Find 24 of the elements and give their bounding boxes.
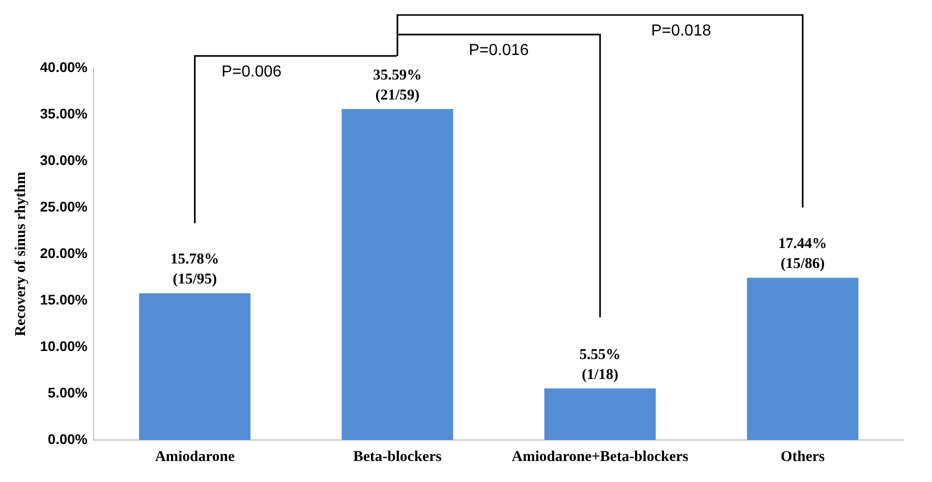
x-tick-label: Beta-blockers bbox=[353, 448, 442, 465]
y-tick-label: 35.00% bbox=[40, 105, 88, 122]
y-tick-label: 15.00% bbox=[40, 291, 88, 308]
data-label: 5.55% (1/18) bbox=[579, 346, 621, 383]
x-tick-label: Amiodarone+Beta-blockers bbox=[512, 448, 689, 465]
y-tick-label: 0.00% bbox=[48, 430, 88, 447]
y-tick-label: 10.00% bbox=[40, 338, 88, 354]
y-tick-label: 40.00% bbox=[40, 58, 88, 75]
bar bbox=[746, 278, 858, 440]
y-tick-label: 5.00% bbox=[48, 384, 88, 400]
data-label: 15.78% (15/95) bbox=[170, 252, 220, 288]
data-label: 35.59% (21/59) bbox=[373, 67, 422, 104]
text: P=0.018 bbox=[651, 22, 712, 40]
x-tick-label: Others bbox=[780, 448, 825, 465]
bar bbox=[544, 388, 656, 440]
text: P=0.016 bbox=[468, 42, 529, 59]
y-axis-title: Recovery of sinus rhythm bbox=[12, 171, 29, 336]
data-label: 17.44% (15/86) bbox=[778, 236, 828, 272]
y-tick-label: 20.00% bbox=[40, 244, 88, 261]
bar bbox=[139, 293, 251, 440]
y-tick-label: 25.00% bbox=[40, 198, 88, 214]
x-tick-label: Amiodarone bbox=[154, 448, 235, 465]
y-tick-label: 30.00% bbox=[40, 152, 88, 168]
annotation: P=0.006 bbox=[222, 63, 282, 80]
